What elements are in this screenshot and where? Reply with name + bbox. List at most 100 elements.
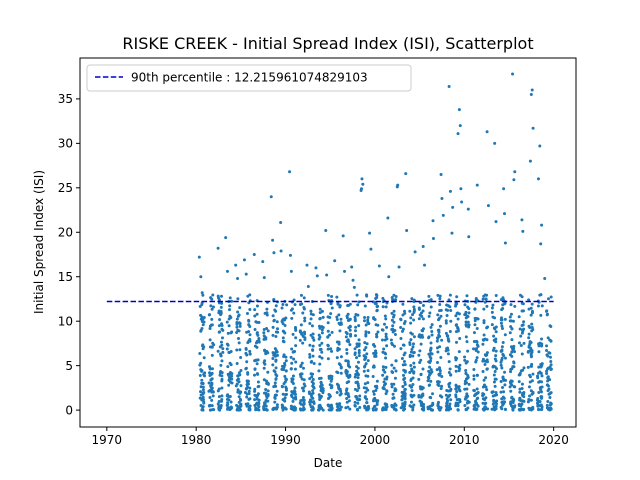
data-point xyxy=(272,353,276,357)
data-point xyxy=(546,376,550,380)
data-point xyxy=(356,382,360,386)
data-point xyxy=(317,393,321,397)
data-point xyxy=(301,341,305,345)
plot-area xyxy=(106,72,554,412)
data-point xyxy=(401,363,405,367)
data-point xyxy=(244,351,248,355)
data-point xyxy=(319,384,323,388)
data-point xyxy=(329,374,333,378)
data-point xyxy=(448,389,452,393)
data-point xyxy=(290,347,294,351)
y-tick-label: 15 xyxy=(58,270,73,284)
data-point xyxy=(355,345,359,349)
data-point xyxy=(427,373,431,377)
data-point xyxy=(318,316,322,320)
data-point xyxy=(224,236,228,240)
data-point xyxy=(294,326,298,330)
data-point xyxy=(290,390,294,394)
data-point xyxy=(343,269,347,273)
data-point xyxy=(309,333,313,337)
data-point xyxy=(230,377,234,381)
data-point xyxy=(299,399,303,403)
data-point xyxy=(440,196,444,200)
data-point xyxy=(537,350,541,354)
data-point xyxy=(345,370,349,374)
data-point xyxy=(385,337,389,341)
data-point xyxy=(289,308,293,312)
data-point xyxy=(421,309,425,313)
data-point xyxy=(279,220,283,224)
data-point xyxy=(419,342,423,346)
data-point xyxy=(527,307,531,311)
data-point xyxy=(385,375,389,379)
data-point xyxy=(227,373,231,377)
data-point xyxy=(280,384,284,388)
data-point xyxy=(266,393,270,396)
data-point xyxy=(500,326,504,330)
y-tick-label: 0 xyxy=(65,403,73,417)
data-point xyxy=(527,332,531,336)
y-axis: 0 5 10 15 20 25 30 35 xyxy=(58,92,80,417)
data-point xyxy=(201,293,205,297)
data-point xyxy=(464,368,468,372)
data-point xyxy=(393,332,397,336)
data-point xyxy=(549,363,553,367)
data-point xyxy=(510,327,514,331)
data-point xyxy=(545,353,549,357)
data-point xyxy=(536,404,540,408)
data-point xyxy=(281,322,285,326)
data-point xyxy=(321,326,325,330)
data-point xyxy=(428,311,432,315)
data-point xyxy=(335,315,339,319)
data-point xyxy=(263,362,267,366)
data-point xyxy=(549,295,553,299)
data-point xyxy=(400,390,404,394)
data-point xyxy=(355,356,359,360)
data-point xyxy=(521,392,525,396)
data-point xyxy=(522,407,526,411)
data-point xyxy=(472,367,476,371)
data-point xyxy=(417,335,421,339)
data-point xyxy=(335,295,339,299)
data-point xyxy=(408,341,412,345)
data-point xyxy=(200,327,204,331)
data-point xyxy=(435,361,439,365)
data-point xyxy=(465,392,469,396)
data-point xyxy=(537,390,541,394)
data-point xyxy=(346,359,350,363)
data-point xyxy=(261,260,265,264)
data-point xyxy=(356,303,360,307)
data-point xyxy=(502,390,506,394)
data-point xyxy=(310,375,314,379)
data-point xyxy=(418,399,422,403)
data-point xyxy=(210,307,214,311)
data-point xyxy=(300,302,304,306)
data-point xyxy=(284,355,288,359)
data-point xyxy=(212,408,216,412)
data-point xyxy=(306,285,310,289)
data-point xyxy=(545,344,549,348)
data-point xyxy=(265,313,269,317)
data-point xyxy=(246,294,250,298)
data-point xyxy=(321,391,325,395)
data-point xyxy=(409,350,413,354)
data-point xyxy=(528,380,532,384)
data-point xyxy=(353,317,357,321)
data-point xyxy=(326,329,330,333)
data-point xyxy=(401,302,405,306)
data-point xyxy=(431,401,435,405)
data-point xyxy=(455,390,459,394)
data-point xyxy=(314,266,318,270)
data-point xyxy=(464,407,468,411)
data-point xyxy=(262,331,266,335)
data-point xyxy=(289,355,293,359)
data-point xyxy=(427,376,431,380)
data-point xyxy=(439,172,443,176)
data-point xyxy=(444,319,448,323)
data-point xyxy=(216,389,220,393)
data-point xyxy=(418,360,422,364)
data-point xyxy=(412,351,416,355)
data-point xyxy=(383,370,387,374)
data-point xyxy=(429,341,433,345)
data-point xyxy=(517,341,521,345)
